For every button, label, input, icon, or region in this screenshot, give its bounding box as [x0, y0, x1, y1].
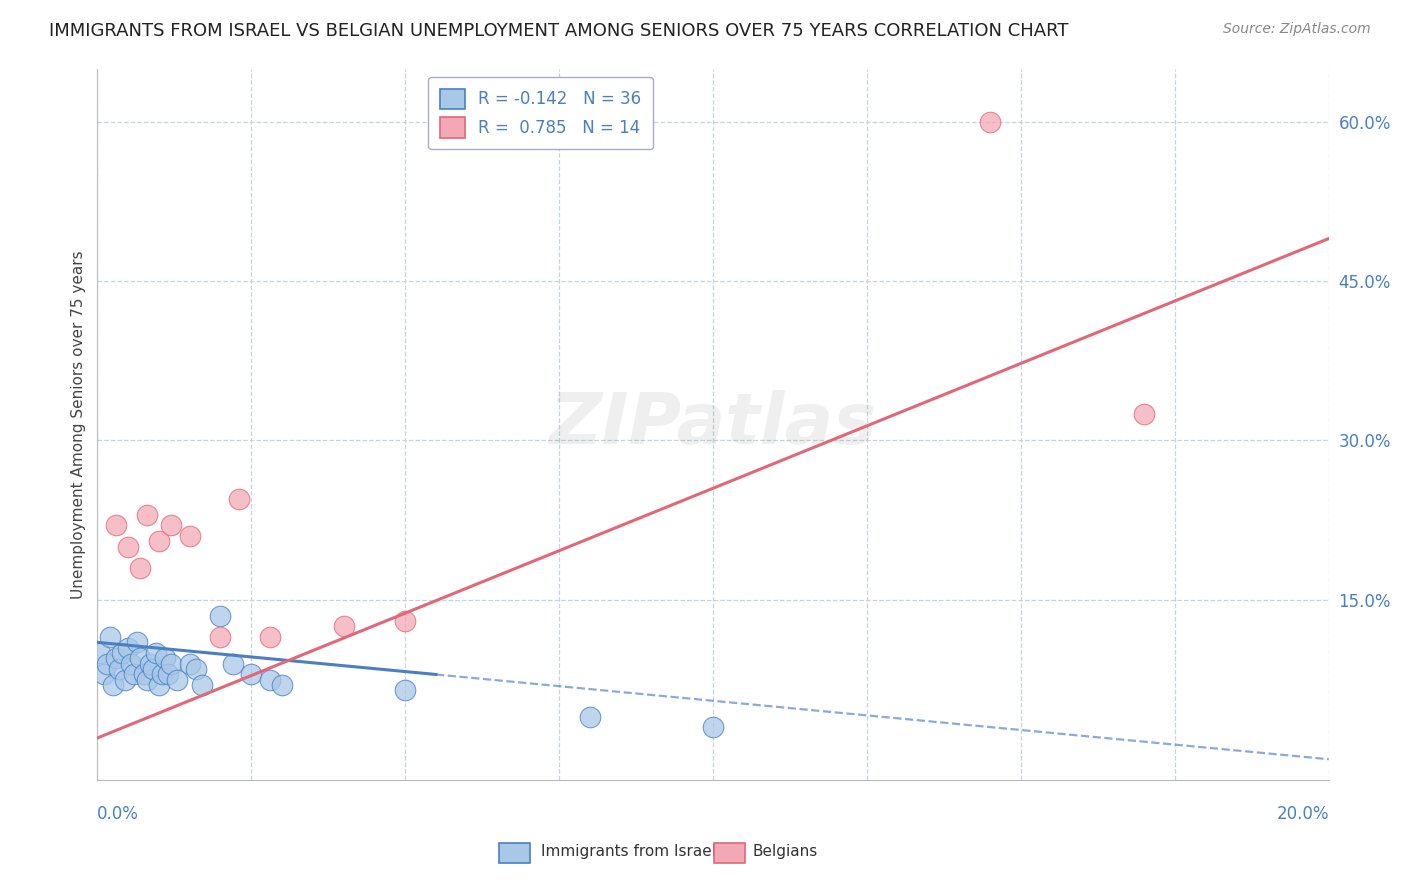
Point	[160, 518, 183, 533]
Point	[209, 630, 232, 644]
Y-axis label: Unemployment Among Seniors over 75 years: Unemployment Among Seniors over 75 years	[72, 250, 86, 599]
Text: Source: ZipAtlas.com: Source: ZipAtlas.com	[1223, 22, 1371, 37]
Point	[1133, 407, 1156, 421]
Point	[148, 534, 170, 549]
Point	[579, 710, 602, 724]
Point	[135, 673, 157, 687]
Point	[259, 673, 281, 687]
Point	[166, 673, 188, 687]
Text: Immigrants from Israel: Immigrants from Israel	[541, 845, 716, 859]
Point	[394, 683, 416, 698]
Point	[104, 518, 127, 533]
Point	[96, 657, 118, 671]
Point	[132, 667, 155, 681]
Point	[135, 508, 157, 522]
Point	[979, 114, 1001, 128]
Point	[114, 673, 136, 687]
Point	[228, 491, 250, 506]
Point	[127, 635, 149, 649]
Point	[120, 657, 142, 671]
Point	[394, 614, 416, 628]
Point	[129, 561, 152, 575]
Text: ZIPatlas: ZIPatlas	[550, 390, 877, 459]
Point	[209, 608, 232, 623]
Point	[148, 678, 170, 692]
Text: 20.0%: 20.0%	[1277, 805, 1329, 823]
Point	[191, 678, 214, 692]
Point	[124, 667, 146, 681]
Point	[138, 657, 160, 671]
Point	[240, 667, 263, 681]
Point	[222, 657, 245, 671]
Point	[157, 667, 180, 681]
Point	[89, 646, 111, 660]
Point	[142, 662, 165, 676]
Point	[160, 657, 183, 671]
Point	[184, 662, 207, 676]
Legend: R = -0.142   N = 36, R =  0.785   N = 14: R = -0.142 N = 36, R = 0.785 N = 14	[429, 77, 652, 149]
Point	[93, 667, 115, 681]
Point	[179, 529, 201, 543]
Point	[101, 678, 124, 692]
Point	[104, 651, 127, 665]
Point	[332, 619, 354, 633]
Point	[108, 662, 131, 676]
Point	[117, 640, 139, 655]
Point	[259, 630, 281, 644]
Point	[111, 646, 134, 660]
Point	[129, 651, 152, 665]
Point	[153, 651, 176, 665]
Point	[98, 630, 121, 644]
Point	[150, 667, 173, 681]
Point	[179, 657, 201, 671]
Point	[271, 678, 294, 692]
Point	[145, 646, 167, 660]
Text: IMMIGRANTS FROM ISRAEL VS BELGIAN UNEMPLOYMENT AMONG SENIORS OVER 75 YEARS CORRE: IMMIGRANTS FROM ISRAEL VS BELGIAN UNEMPL…	[49, 22, 1069, 40]
Point	[702, 720, 724, 734]
Text: Belgians: Belgians	[752, 845, 817, 859]
Point	[117, 540, 139, 554]
Text: 0.0%: 0.0%	[97, 805, 139, 823]
